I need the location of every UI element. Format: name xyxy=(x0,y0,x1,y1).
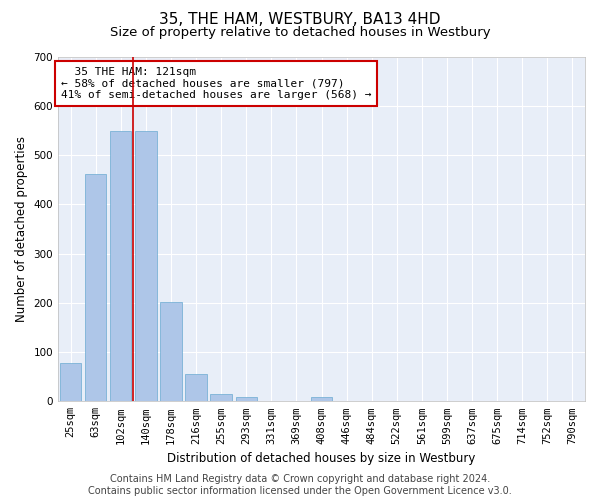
X-axis label: Distribution of detached houses by size in Westbury: Distribution of detached houses by size … xyxy=(167,452,476,465)
Bar xyxy=(185,374,207,402)
Text: Contains HM Land Registry data © Crown copyright and database right 2024.
Contai: Contains HM Land Registry data © Crown c… xyxy=(88,474,512,496)
Text: 35, THE HAM, WESTBURY, BA13 4HD: 35, THE HAM, WESTBURY, BA13 4HD xyxy=(159,12,441,28)
Bar xyxy=(135,131,157,402)
Bar xyxy=(236,398,257,402)
Bar xyxy=(311,398,332,402)
Y-axis label: Number of detached properties: Number of detached properties xyxy=(15,136,28,322)
Bar xyxy=(85,174,106,402)
Text: Size of property relative to detached houses in Westbury: Size of property relative to detached ho… xyxy=(110,26,490,39)
Text: 35 THE HAM: 121sqm
← 58% of detached houses are smaller (797)
41% of semi-detach: 35 THE HAM: 121sqm ← 58% of detached hou… xyxy=(61,67,371,100)
Bar xyxy=(160,302,182,402)
Bar xyxy=(60,363,81,402)
Bar xyxy=(110,131,131,402)
Bar xyxy=(211,394,232,402)
